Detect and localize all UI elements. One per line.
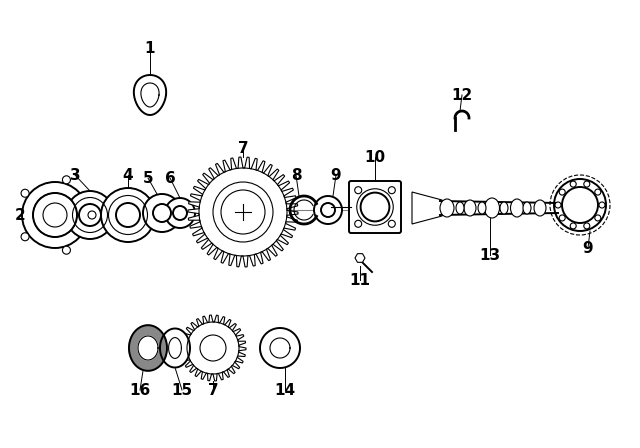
Circle shape	[116, 203, 140, 227]
Text: 3: 3	[70, 168, 80, 182]
Text: 5: 5	[143, 171, 154, 185]
Circle shape	[570, 181, 576, 187]
Text: 12: 12	[451, 87, 472, 103]
Circle shape	[584, 181, 590, 187]
Circle shape	[22, 182, 88, 248]
Circle shape	[221, 190, 265, 234]
Circle shape	[554, 179, 606, 231]
Circle shape	[559, 189, 565, 195]
Circle shape	[360, 193, 389, 221]
Polygon shape	[168, 338, 181, 358]
Text: 11: 11	[349, 272, 371, 288]
Polygon shape	[141, 83, 159, 107]
Ellipse shape	[511, 199, 524, 217]
Circle shape	[388, 220, 396, 227]
Polygon shape	[180, 315, 246, 381]
Circle shape	[562, 187, 598, 223]
Circle shape	[599, 202, 605, 208]
Text: 7: 7	[208, 383, 218, 397]
Circle shape	[21, 233, 29, 241]
Text: 10: 10	[364, 150, 385, 164]
Text: 7: 7	[237, 141, 248, 155]
Polygon shape	[138, 336, 158, 360]
Polygon shape	[440, 213, 558, 215]
Ellipse shape	[464, 200, 476, 216]
Ellipse shape	[456, 202, 464, 214]
Circle shape	[570, 223, 576, 229]
Ellipse shape	[534, 200, 546, 216]
Text: 2: 2	[15, 207, 26, 223]
Circle shape	[355, 220, 362, 227]
Text: 4: 4	[123, 168, 133, 182]
Circle shape	[555, 202, 561, 208]
Text: 13: 13	[479, 247, 500, 263]
Text: 14: 14	[275, 383, 296, 397]
Circle shape	[101, 188, 155, 242]
Circle shape	[79, 204, 101, 226]
Circle shape	[33, 193, 77, 237]
Text: 16: 16	[129, 383, 150, 397]
Circle shape	[63, 246, 70, 254]
Circle shape	[314, 196, 342, 224]
Ellipse shape	[440, 199, 454, 217]
Circle shape	[388, 187, 396, 194]
Ellipse shape	[478, 202, 486, 214]
Circle shape	[43, 203, 67, 227]
Text: 9: 9	[331, 168, 341, 182]
Polygon shape	[160, 328, 190, 367]
Text: 1: 1	[145, 40, 156, 56]
Polygon shape	[129, 325, 167, 371]
Circle shape	[355, 187, 362, 194]
Circle shape	[200, 335, 226, 361]
Ellipse shape	[484, 198, 499, 218]
Ellipse shape	[523, 202, 531, 214]
Circle shape	[21, 189, 29, 197]
Polygon shape	[260, 328, 300, 368]
Circle shape	[88, 211, 96, 219]
Polygon shape	[134, 75, 166, 115]
Polygon shape	[188, 157, 298, 267]
Circle shape	[559, 215, 565, 221]
Circle shape	[321, 203, 335, 217]
Circle shape	[143, 194, 181, 232]
Text: 9: 9	[582, 241, 593, 255]
Circle shape	[584, 223, 590, 229]
Polygon shape	[270, 338, 290, 358]
Text: 15: 15	[172, 383, 193, 397]
Circle shape	[173, 206, 187, 220]
Polygon shape	[440, 201, 558, 203]
Circle shape	[595, 189, 601, 195]
Circle shape	[153, 204, 171, 222]
Circle shape	[63, 176, 70, 184]
Circle shape	[66, 191, 114, 239]
Polygon shape	[355, 254, 365, 263]
Text: 8: 8	[291, 168, 301, 182]
FancyBboxPatch shape	[349, 181, 401, 233]
Ellipse shape	[500, 202, 508, 214]
Polygon shape	[412, 192, 442, 224]
Text: 6: 6	[164, 171, 175, 185]
Circle shape	[595, 215, 601, 221]
Circle shape	[165, 198, 195, 228]
